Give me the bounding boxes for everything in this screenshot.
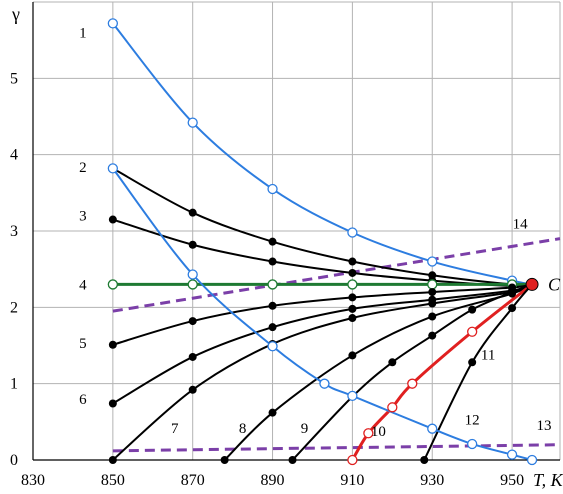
y-tick-label: 2	[10, 299, 18, 316]
data-point-9	[468, 305, 477, 314]
x-tick-label: 950	[500, 472, 524, 489]
data-point-1	[107, 18, 118, 29]
series-line-2	[112, 167, 533, 287]
series-markers: C	[107, 18, 561, 466]
data-point-7	[188, 385, 197, 394]
data-point-3	[188, 240, 197, 249]
y-tick-label: 1	[10, 376, 18, 393]
data-point-12	[347, 390, 358, 402]
curve-label: 2	[79, 160, 87, 176]
data-point-8	[348, 351, 357, 360]
y-tick-label: 0	[10, 452, 18, 469]
data-point-10	[347, 454, 358, 466]
data-point-1	[187, 117, 198, 128]
data-point-8	[220, 456, 229, 464]
data-point-5	[188, 317, 197, 326]
data-point-9	[508, 288, 517, 297]
data-point-12	[267, 341, 278, 352]
grid	[32, 1, 561, 461]
critical-point-marker	[525, 277, 539, 291]
x-tick-label: 850	[101, 472, 125, 489]
curve-label: 4	[79, 277, 87, 293]
data-point-1	[347, 227, 358, 238]
data-point-1	[267, 183, 278, 195]
data-point-8	[268, 408, 277, 417]
data-point-5	[348, 293, 357, 302]
data-point-12	[506, 449, 518, 460]
data-point-11	[508, 304, 517, 313]
data-point-4	[187, 279, 198, 290]
data-point-5	[428, 288, 437, 297]
data-point-9	[288, 456, 297, 464]
data-point-8	[428, 312, 437, 321]
curve-label: 14	[513, 216, 529, 232]
data-point-3	[268, 257, 277, 266]
x-tick-label: 870	[181, 472, 205, 489]
curve-label: 9	[301, 421, 309, 437]
curve-label: 10	[371, 424, 386, 440]
data-point-3	[348, 268, 357, 277]
data-point-1	[427, 256, 438, 267]
data-point-4	[427, 279, 438, 290]
curve-label: 7	[171, 421, 179, 437]
data-point-9	[388, 358, 397, 367]
data-point-10	[407, 378, 418, 389]
data-point-5	[268, 301, 277, 310]
x-tick-label: 890	[261, 472, 285, 489]
data-point-12	[526, 454, 538, 466]
y-tick-label: 4	[10, 147, 18, 164]
dashed-line-13	[112, 443, 561, 453]
x-tick-label: 830	[21, 472, 45, 489]
curve-label: 13	[537, 418, 552, 434]
data-point-12	[107, 163, 118, 174]
data-point-10	[387, 402, 398, 413]
critical-point-label: C	[548, 274, 561, 294]
data-point-10	[363, 428, 374, 439]
data-point-6	[188, 352, 197, 361]
curve-label: 12	[465, 413, 480, 429]
data-point-4	[107, 279, 118, 290]
curve-label: 3	[79, 209, 87, 225]
curve-label: 1	[79, 26, 87, 42]
data-point-3	[108, 215, 117, 224]
data-point-6	[268, 323, 277, 332]
data-point-10	[467, 326, 478, 337]
data-point-4	[267, 279, 278, 290]
data-point-7	[348, 314, 357, 323]
data-point-2	[268, 237, 277, 246]
data-point-12	[467, 438, 478, 450]
data-point-2	[348, 257, 357, 266]
x-tick-label: 930	[420, 472, 444, 489]
data-point-7	[428, 299, 437, 308]
data-point-6	[108, 399, 117, 408]
y-tick-label: 5	[10, 70, 18, 87]
series-lines	[112, 22, 533, 461]
dashed-line-14	[112, 237, 561, 313]
curve-label: 8	[239, 421, 247, 437]
data-point-12	[319, 378, 330, 389]
dashed-lines	[112, 237, 561, 453]
data-point-4	[347, 279, 358, 290]
curve-label: 11	[481, 348, 495, 364]
data-point-9	[428, 331, 437, 340]
curve-label: 5	[79, 336, 87, 352]
data-point-6	[348, 304, 357, 313]
y-axis-title: γ	[11, 4, 20, 24]
data-point-7	[108, 456, 117, 464]
series-line-11	[423, 283, 533, 461]
data-point-12	[187, 269, 198, 280]
data-point-11	[468, 358, 477, 367]
y-tick-label: 3	[10, 223, 18, 240]
data-point-2	[188, 208, 197, 217]
data-point-12	[427, 423, 438, 434]
data-point-5	[108, 340, 117, 349]
data-point-11	[420, 456, 429, 464]
series-line-1	[112, 22, 533, 286]
x-axis-title: T, K	[533, 470, 563, 490]
curve-label: 6	[79, 392, 87, 408]
x-tick-label: 910	[340, 472, 364, 489]
